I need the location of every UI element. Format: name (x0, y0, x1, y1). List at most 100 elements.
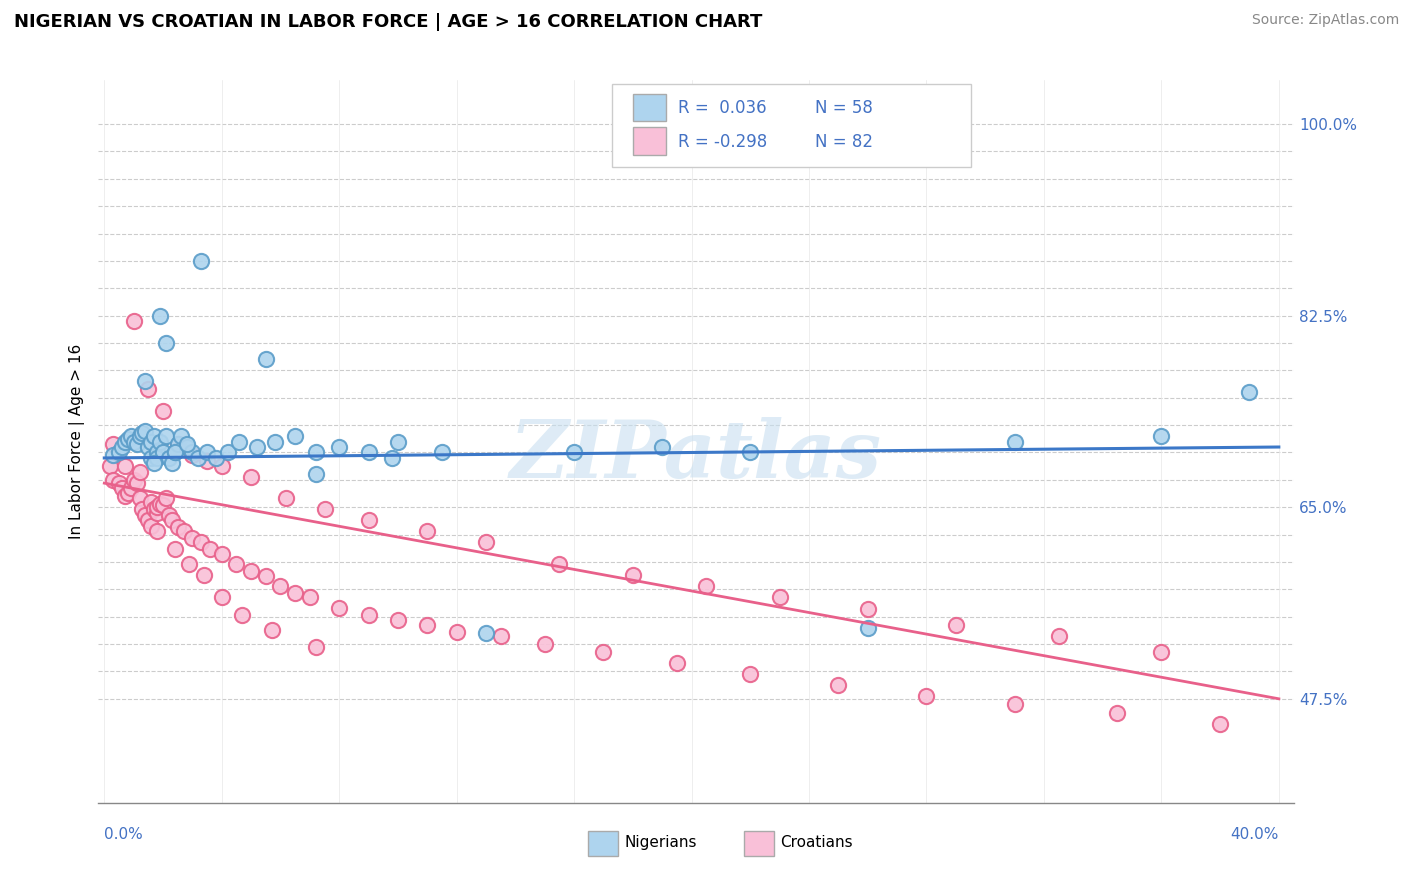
Point (217, 445, 239, 459)
FancyBboxPatch shape (633, 128, 666, 154)
Point (173, 524, 195, 539)
Point (131, 502, 153, 516)
FancyBboxPatch shape (633, 94, 666, 121)
Point (160, 457, 183, 471)
Point (134, 374, 156, 388)
Point (141, 518, 163, 533)
Point (149, 309, 172, 323)
Point (211, 458, 233, 473)
Point (143, 429, 166, 443)
Point (193, 568, 215, 582)
Point (387, 613, 409, 627)
Text: N = 58: N = 58 (815, 99, 873, 117)
Point (562, 445, 585, 459)
Point (152, 404, 174, 418)
Point (328, 601, 350, 615)
Point (157, 450, 180, 465)
Point (179, 557, 201, 571)
Point (163, 541, 186, 556)
Point (430, 445, 453, 459)
Point (138, 513, 160, 527)
Point (181, 531, 204, 545)
Point (240, 564, 263, 578)
Point (1209, 717, 1232, 731)
Point (143, 502, 166, 516)
Point (163, 445, 186, 459)
Point (416, 524, 439, 539)
Point (416, 618, 439, 632)
Point (157, 508, 180, 522)
Point (1107, 706, 1129, 720)
Point (305, 467, 328, 482)
Point (263, 434, 285, 449)
Text: R = -0.298: R = -0.298 (678, 133, 768, 151)
Point (181, 445, 204, 459)
Text: NIGERIAN VS CROATIAN IN LABOR FORCE | AGE > 16 CORRELATION CHART: NIGERIAN VS CROATIAN IN LABOR FORCE | AG… (14, 13, 762, 31)
Point (195, 445, 218, 459)
Point (269, 579, 291, 593)
Point (205, 450, 228, 465)
Point (240, 469, 263, 483)
Point (128, 465, 150, 479)
Point (548, 557, 571, 571)
Point (125, 476, 148, 491)
Point (117, 433, 139, 447)
Point (1004, 698, 1026, 712)
Point (114, 434, 136, 449)
Point (114, 458, 136, 473)
Point (169, 429, 191, 443)
Point (446, 625, 468, 640)
Point (945, 618, 967, 632)
Point (357, 513, 380, 527)
Point (166, 520, 188, 534)
Point (141, 434, 163, 449)
Point (284, 585, 307, 599)
Point (305, 640, 328, 655)
Point (114, 489, 136, 503)
Point (228, 434, 250, 449)
Point (314, 502, 336, 516)
Point (195, 454, 218, 468)
Point (254, 569, 277, 583)
Point (231, 607, 253, 622)
Point (120, 429, 142, 443)
FancyBboxPatch shape (744, 831, 773, 855)
Point (211, 590, 233, 604)
Point (246, 440, 269, 454)
FancyBboxPatch shape (613, 84, 972, 167)
Point (155, 429, 177, 443)
Point (827, 677, 849, 691)
Point (621, 568, 644, 582)
Point (125, 436, 148, 450)
Point (740, 666, 762, 681)
Point (176, 436, 198, 450)
Text: Croatians: Croatians (779, 835, 852, 850)
Point (138, 382, 160, 396)
Point (108, 476, 131, 491)
Point (128, 429, 150, 443)
Point (108, 445, 131, 459)
Point (651, 440, 673, 454)
Point (284, 429, 307, 443)
Point (141, 494, 163, 508)
Point (111, 440, 134, 454)
Point (856, 621, 879, 635)
Point (122, 473, 145, 487)
Point (475, 626, 498, 640)
Point (146, 506, 169, 520)
Point (141, 450, 163, 465)
Point (1004, 434, 1026, 449)
Point (276, 491, 298, 506)
Point (146, 450, 169, 465)
Point (475, 535, 498, 549)
Point (1047, 629, 1070, 643)
Point (856, 602, 879, 616)
Point (187, 450, 209, 465)
Point (101, 473, 124, 487)
Point (328, 440, 350, 454)
Text: 0.0%: 0.0% (104, 827, 143, 842)
Point (190, 253, 212, 268)
Point (122, 314, 145, 328)
Text: Nigerians: Nigerians (624, 835, 697, 850)
Point (146, 445, 169, 459)
